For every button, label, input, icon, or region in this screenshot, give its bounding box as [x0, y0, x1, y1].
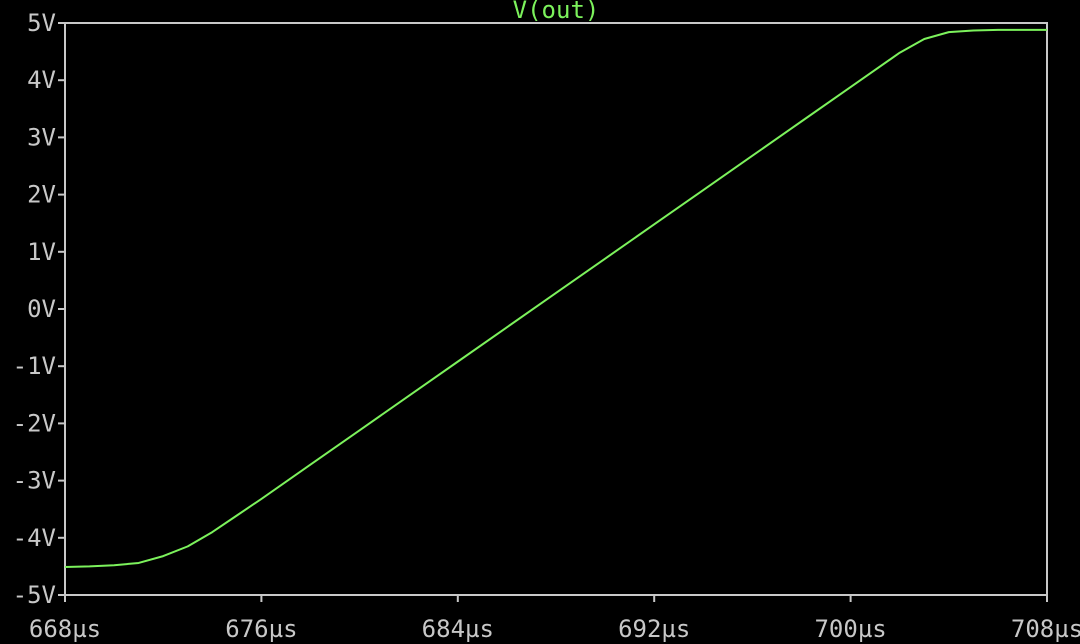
y-tick-label: 4V [27, 66, 56, 94]
axis-ticks [58, 22, 1048, 602]
y-tick-label: 2V [27, 181, 56, 209]
y-tick-label: -4V [13, 524, 56, 552]
y-tick-label: 0V [27, 295, 56, 323]
y-tick-label: -2V [13, 409, 56, 437]
y-tick-label: -3V [13, 467, 56, 495]
x-tick-label: 676µs [225, 615, 297, 643]
y-tick-label: -5V [13, 581, 56, 609]
y-tick-label: 1V [27, 238, 56, 266]
axis-tick-labels: 5V 4V 3V 2V 1V 0V -1V -2V -3V -4V -5V 668µs 676µs 684… [13, 9, 1080, 643]
y-tick-label: 3V [27, 123, 56, 151]
plot-frame [64, 22, 1048, 596]
x-tick-label: 700µs [814, 615, 886, 643]
x-tick-label: 692µs [618, 615, 690, 643]
y-tick-label: 5V [27, 9, 56, 37]
x-tick-label: 708µs [1011, 615, 1080, 643]
trace-title[interactable]: V(out) [513, 0, 600, 24]
x-tick-label: 668µs [29, 615, 101, 643]
y-tick-label: -1V [13, 352, 56, 380]
trace-v-out[interactable] [64, 28, 1047, 568]
x-tick-label: 684µs [422, 615, 494, 643]
